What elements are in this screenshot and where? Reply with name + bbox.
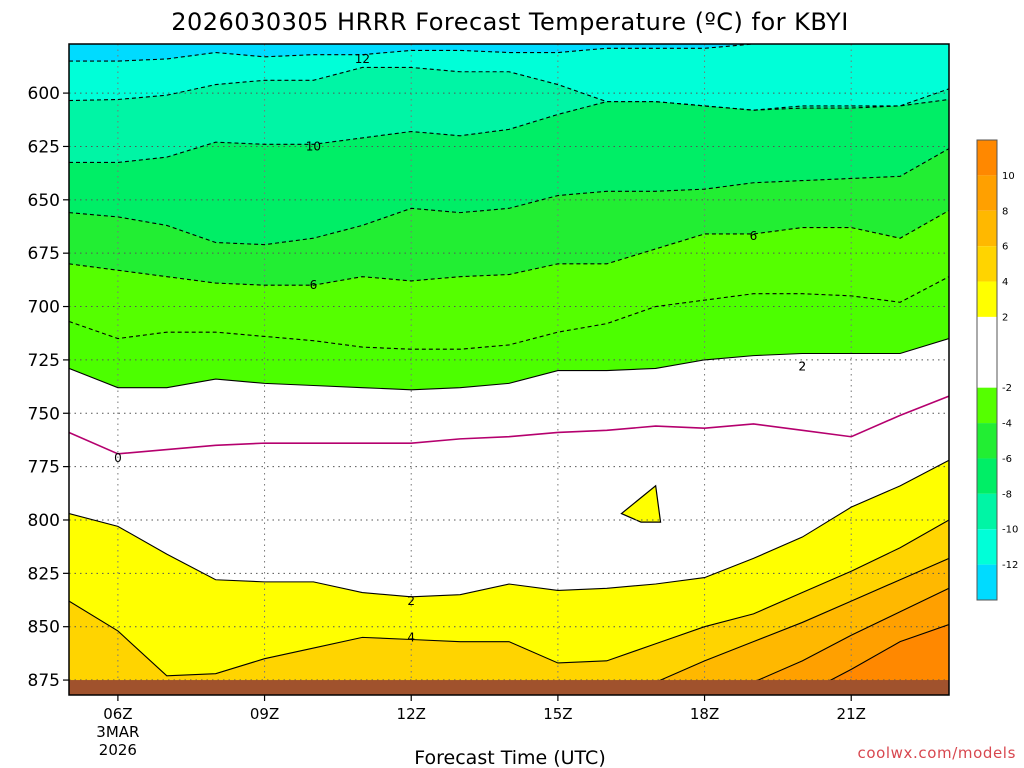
colorbar-band-11 (977, 564, 997, 600)
y-tick-label-850: 850 (28, 618, 60, 638)
x-tick-sublabel-1: 2026 (99, 741, 137, 759)
isotherm-label-0.5: 0 (114, 451, 122, 465)
isotherm-label--2: 2 (799, 359, 807, 373)
isotherm-6 (606, 557, 949, 695)
colorbar-band-4 (977, 281, 997, 317)
y-tick-label-600: 600 (28, 84, 60, 104)
x-tick-sublabel-0: 3MAR (96, 723, 139, 741)
plot-frame (68, 43, 950, 696)
colorbar-tick--2: -2 (1002, 383, 1012, 394)
x-tick-label-09Z: 09Z (250, 705, 279, 723)
colorbar-band-7 (977, 423, 997, 459)
colorbar-tick-4: 4 (1002, 277, 1008, 288)
y-tick-label-700: 700 (28, 298, 60, 318)
y-tick-label-675: 675 (28, 244, 60, 264)
x-tick-label-06Z: 06Z (103, 705, 132, 723)
isotherm-0 (69, 338, 949, 391)
warm-pocket (620, 484, 662, 523)
y-tick-label-625: 625 (28, 137, 60, 157)
chart-title: 2026030305 HRRR Forecast Temperature (ºC… (171, 8, 849, 36)
colorbar-frame (976, 139, 998, 601)
isotherm-2 (69, 459, 949, 598)
pressure-axis: 600 625 650 675 700 725 750 775 800 825 850 875 (28, 84, 69, 691)
y-tick-label-875: 875 (28, 671, 60, 691)
colorbar-band-1 (977, 175, 997, 211)
colorbar-band-2 (977, 210, 997, 247)
band-fill-10 (802, 624, 949, 695)
colorbar-tick--4: -4 (1002, 419, 1012, 430)
colorbar-band-0 (977, 140, 997, 176)
colorbar-tick-10: 10 (1002, 171, 1015, 182)
isotherm-label-2: 2 (407, 594, 415, 608)
isotherm-label--12: 12 (355, 52, 370, 66)
isotherm--8 (69, 98, 949, 164)
colorbar-tick--8: -8 (1002, 489, 1012, 500)
colorbar-band-10 (977, 529, 997, 565)
y-tick-label-825: 825 (28, 564, 60, 584)
x-axis-label: Forecast Time (UTC) (414, 747, 605, 768)
isotherm--12 (69, 44, 758, 62)
isotherm-label--4: 6 (310, 278, 318, 292)
isotherm-label-0: 2 (799, 359, 807, 373)
isotherm--4 (69, 210, 949, 286)
credit-link[interactable]: coolwx.com/models (858, 744, 1017, 762)
y-tick-label-800: 800 (28, 511, 60, 531)
x-tick-label-12Z: 12Z (397, 705, 426, 723)
colorbar-band-9 (977, 493, 997, 530)
isotherm-label-4: 4 (407, 630, 415, 644)
isotherm--2 (69, 276, 949, 350)
isotherm-label--10: 10 (306, 139, 321, 153)
x-tick-label-15Z: 15Z (543, 705, 572, 723)
colorbar-tick--6: -6 (1002, 454, 1012, 465)
ground-surface (69, 680, 949, 695)
colorbar-band-8 (977, 458, 997, 494)
y-tick-label-750: 750 (28, 404, 60, 424)
colorbar: 10 8 6 4 2 -2 -4 -6 -8 -10 -12 (976, 139, 1018, 601)
colorbar-tick-6: 6 (1002, 242, 1008, 253)
y-tick-label-775: 775 (28, 458, 60, 478)
colorbar-band-3 (977, 246, 997, 282)
isotherm-label--6: 6 (750, 229, 758, 243)
temperature-fill-layer (69, 44, 949, 695)
x-tick-label-18Z: 18Z (690, 705, 719, 723)
colorbar-tick--10: -10 (1002, 525, 1018, 536)
y-tick-label-650: 650 (28, 191, 60, 211)
isotherm--10 (69, 66, 949, 111)
colorbar-tick--12: -12 (1002, 560, 1018, 571)
y-tick-label-725: 725 (28, 351, 60, 371)
x-tick-label-21Z: 21Z (837, 705, 866, 723)
isotherm-4 (69, 519, 949, 677)
isotherm--6 (69, 148, 949, 246)
colorbar-band-6 (977, 387, 997, 424)
isotherm-0.5 (69, 395, 949, 455)
grid-layer (69, 44, 949, 695)
colorbar-tick-8: 8 (1002, 206, 1008, 217)
ground-layer (69, 680, 949, 695)
colorbar-band-5 (977, 316, 997, 388)
colorbar-tick-2: 2 (1002, 312, 1008, 323)
isotherm-layer (69, 44, 949, 695)
